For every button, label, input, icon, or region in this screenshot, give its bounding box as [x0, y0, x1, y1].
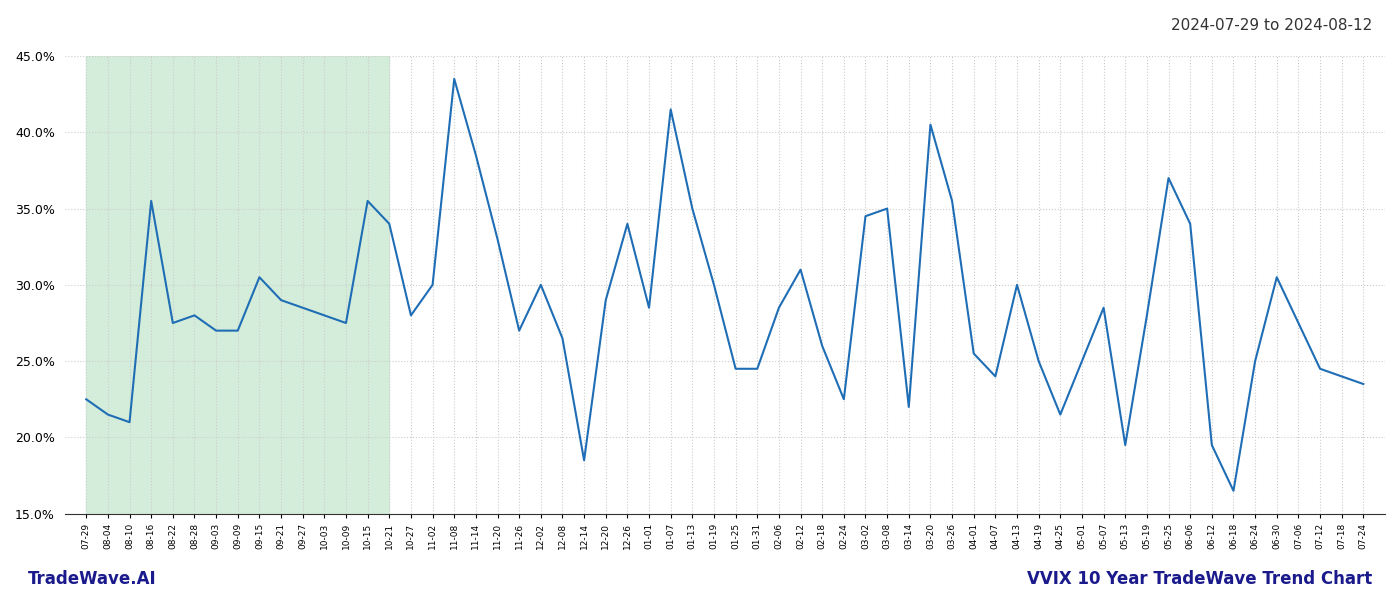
Text: TradeWave.AI: TradeWave.AI: [28, 570, 157, 588]
Text: VVIX 10 Year TradeWave Trend Chart: VVIX 10 Year TradeWave Trend Chart: [1026, 570, 1372, 588]
Bar: [87, 56, 389, 514]
Text: 2024-07-29 to 2024-08-12: 2024-07-29 to 2024-08-12: [1170, 18, 1372, 33]
